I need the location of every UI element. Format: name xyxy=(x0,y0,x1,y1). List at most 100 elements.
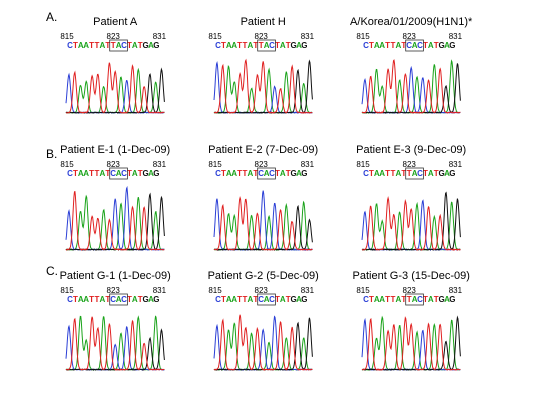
base-letter: A xyxy=(132,169,138,178)
codon-box xyxy=(405,293,424,306)
base-letter: T xyxy=(434,295,439,304)
base-letter: C xyxy=(110,169,116,178)
base-letter: A xyxy=(148,41,154,50)
panel-title: Patient G-1 (1-Dec-09) xyxy=(60,270,171,282)
base-letter: C xyxy=(417,295,423,304)
base-letter: A xyxy=(148,169,154,178)
position-start: 815 xyxy=(60,32,74,41)
base-letter: G xyxy=(438,169,444,178)
base-letter: T xyxy=(253,295,258,304)
base-letter: T xyxy=(423,41,428,50)
base-letter: T xyxy=(253,169,258,178)
panel-title: Patient G-3 (15-Dec-09) xyxy=(353,270,470,282)
base-letter: T xyxy=(391,41,396,50)
base-letter: G xyxy=(290,169,296,178)
base-letter: T xyxy=(237,169,242,178)
base-letter: A xyxy=(280,295,286,304)
base-letter: T xyxy=(286,295,291,304)
base-letter: A xyxy=(264,295,270,304)
trace xyxy=(213,190,313,251)
base-letter: T xyxy=(221,41,226,50)
base-letter: C xyxy=(121,295,127,304)
trace xyxy=(361,196,461,251)
base-letter: G xyxy=(142,169,148,178)
base-letter: A xyxy=(396,295,402,304)
position-end: 831 xyxy=(449,286,463,295)
base-letter: C xyxy=(110,295,116,304)
base-letter: T xyxy=(275,295,280,304)
base-letter: A xyxy=(379,169,385,178)
base-letter: A xyxy=(248,41,254,50)
base-letter: A xyxy=(78,41,84,50)
base-letter: T xyxy=(237,41,242,50)
base-letter: A xyxy=(116,169,122,178)
base-letter: A xyxy=(396,169,402,178)
row-label: B. xyxy=(46,147,57,161)
base-letter: G xyxy=(438,41,444,50)
base-letter: A xyxy=(374,169,380,178)
panel-title: Patient H xyxy=(241,16,286,28)
trace xyxy=(65,191,165,251)
base-letter: A xyxy=(100,41,106,50)
base-letter: A xyxy=(148,295,154,304)
base-letter: A xyxy=(444,169,450,178)
base-letter: A xyxy=(296,169,302,178)
base-letter: T xyxy=(286,41,291,50)
base-letter: A xyxy=(226,169,232,178)
position-start: 815 xyxy=(208,286,222,295)
base-letter: T xyxy=(286,169,291,178)
trace xyxy=(213,195,313,251)
base-letter: T xyxy=(73,169,78,178)
position-start: 815 xyxy=(60,160,74,169)
base-letter: T xyxy=(401,295,406,304)
position-mid: 823 xyxy=(107,286,121,295)
trace xyxy=(65,194,165,251)
base-letter: G xyxy=(153,295,159,304)
panel-title: Patient E-1 (1-Dec-09) xyxy=(60,144,170,156)
base-letter: T xyxy=(105,41,110,50)
position-end: 831 xyxy=(301,286,315,295)
base-letter: T xyxy=(105,295,110,304)
base-letter: T xyxy=(89,295,94,304)
base-letter: A xyxy=(248,295,254,304)
position-mid: 823 xyxy=(107,160,121,169)
trace xyxy=(361,191,461,251)
base-letter: G xyxy=(449,41,455,50)
base-letter: T xyxy=(105,169,110,178)
panel-title: Patient E-2 (7-Dec-09) xyxy=(208,144,318,156)
base-letter: T xyxy=(138,295,143,304)
base-letter: G xyxy=(301,295,307,304)
trace xyxy=(361,59,461,114)
base-letter: T xyxy=(259,41,264,50)
position-mid: 823 xyxy=(403,286,417,295)
base-letter: A xyxy=(428,295,434,304)
base-letter: T xyxy=(89,169,94,178)
base-letter: A xyxy=(379,41,385,50)
position-end: 831 xyxy=(153,286,167,295)
base-letter: T xyxy=(385,295,390,304)
base-letter: T xyxy=(275,169,280,178)
panel-title: A/Korea/01/2009(H1N1)* xyxy=(350,16,473,28)
position-mid: 823 xyxy=(255,160,269,169)
base-letter: A xyxy=(116,295,122,304)
base-letter: G xyxy=(290,41,296,50)
trace xyxy=(65,316,165,371)
position-start: 815 xyxy=(208,32,222,41)
base-letter: A xyxy=(264,169,270,178)
position-mid: 823 xyxy=(255,32,269,41)
trace xyxy=(65,62,165,114)
base-letter: A xyxy=(412,295,418,304)
base-letter: C xyxy=(67,41,73,50)
codon-box xyxy=(257,167,276,180)
base-letter: A xyxy=(248,169,254,178)
base-letter: T xyxy=(221,169,226,178)
base-letter: G xyxy=(301,169,307,178)
base-letter: T xyxy=(434,41,439,50)
base-letter: T xyxy=(95,169,100,178)
base-letter: T xyxy=(243,169,248,178)
base-letter: A xyxy=(396,41,402,50)
base-letter: T xyxy=(127,295,132,304)
base-letter: T xyxy=(253,41,258,50)
base-letter: A xyxy=(412,169,418,178)
base-letter: G xyxy=(142,295,148,304)
